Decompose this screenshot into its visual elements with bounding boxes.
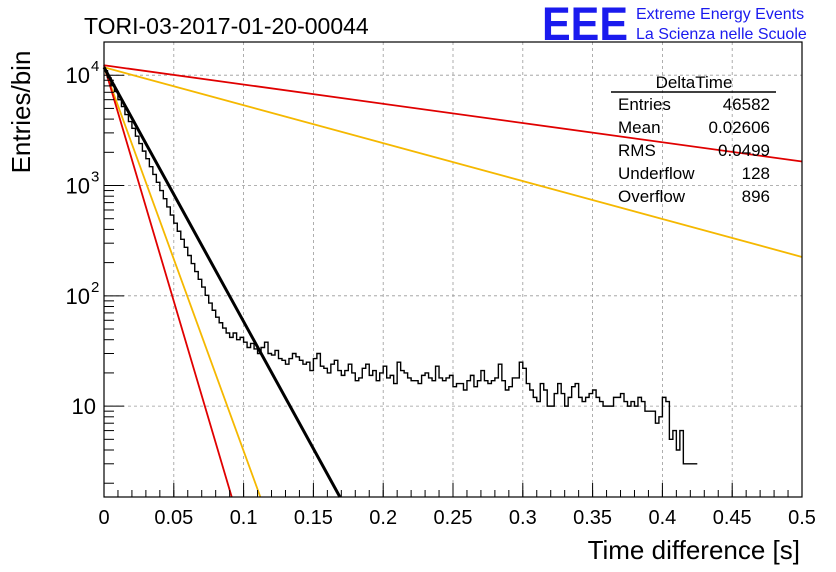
y-tick-label: 10 (66, 284, 90, 309)
logo-line-1: Extreme Energy Events (636, 6, 804, 23)
x-tick-label: 0.35 (573, 507, 612, 529)
y-tick-exponent: 3 (91, 169, 99, 186)
fit-line (103, 66, 803, 258)
x-tick-label: 0.15 (294, 507, 333, 529)
x-tick-label: 0.4 (648, 507, 676, 529)
stats-label: Underflow (618, 164, 695, 183)
plot-title: TORI-03-2017-01-20-00044 (84, 13, 369, 39)
histogram-deltatime (104, 69, 698, 465)
logo-line-2: La Scienza nelle Scuole (636, 26, 807, 43)
fit-curves (102, 64, 803, 498)
stats-label: Entries (618, 95, 671, 114)
x-tick-label: 0.25 (434, 507, 473, 529)
stats-box: DeltaTime Entries 46582 Mean 0.02606 RMS 0.04… (611, 73, 776, 206)
grid-lines (104, 42, 802, 497)
y-tick-label: 10 (72, 394, 96, 419)
y-tick-exponent: 4 (91, 58, 99, 75)
stats-value: 896 (742, 187, 770, 206)
fit-line (103, 66, 262, 498)
stats-label: Overflow (618, 187, 686, 206)
x-tick-label: 0 (98, 507, 109, 529)
eee-logo-icon: EEE (542, 0, 628, 50)
x-axis-label: Time difference [s] (588, 535, 800, 565)
x-tick-label: 0.05 (154, 507, 193, 529)
stats-label: Mean (618, 118, 661, 137)
stats-value: 0.0499 (718, 141, 770, 160)
stats-label: RMS (618, 141, 656, 160)
x-tick-label: 0.1 (230, 507, 258, 529)
x-axis-ticks: 0 0.05 0.1 0.15 0.2 0.25 0.3 0.35 0.4 0.45 0.5 (98, 483, 816, 529)
x-tick-label: 0.5 (788, 507, 816, 529)
fit-line (102, 66, 342, 498)
x-tick-label: 0.45 (713, 507, 752, 529)
fit-line (103, 64, 803, 163)
y-tick-label: 10 (66, 174, 90, 199)
x-tick-label: 0.3 (509, 507, 537, 529)
y-tick-exponent: 2 (91, 279, 99, 296)
stats-value: 46582 (723, 95, 770, 114)
x-tick-label: 0.2 (369, 507, 397, 529)
fit-line (103, 65, 233, 498)
stats-value: 0.02606 (709, 118, 770, 137)
y-axis-label: Entries/bin (6, 51, 36, 174)
y-tick-label: 10 (66, 63, 90, 88)
stats-title: DeltaTime (656, 73, 733, 92)
stats-value: 128 (742, 164, 770, 183)
